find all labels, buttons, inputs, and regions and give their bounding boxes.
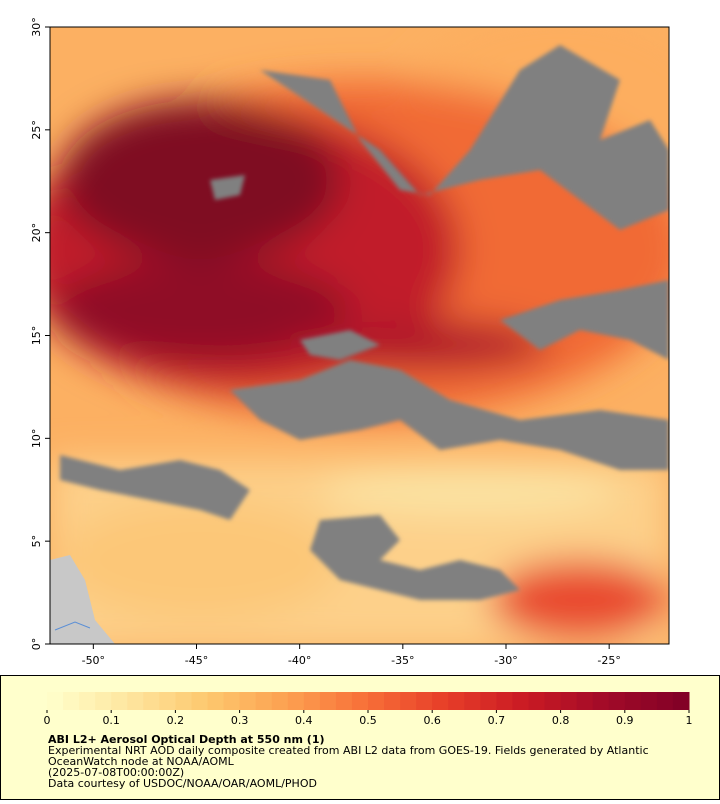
colorbar-swatch <box>191 692 208 710</box>
colorbar-swatch <box>608 692 626 710</box>
colorbar-swatch <box>416 692 433 710</box>
y-tick-label: 15° <box>30 326 43 346</box>
colorbar-tick-label: 0.9 <box>616 714 634 727</box>
colorbar-tick-label: 0.8 <box>552 714 570 727</box>
colorbar-tick-label: 0.7 <box>488 714 506 727</box>
legend-title: ABI L2+ Aerosol Optical Depth at 550 nm … <box>48 733 325 746</box>
colorbar-tick-label: 0.6 <box>423 714 441 727</box>
colorbar-swatch <box>319 692 337 710</box>
colorbar-swatch <box>640 692 658 710</box>
description-line: Experimental NRT AOD daily composite cre… <box>48 744 649 757</box>
colorbar-swatch <box>544 692 562 710</box>
colorbar-swatch <box>47 692 64 710</box>
colorbar-swatch <box>95 692 112 710</box>
colorbar-swatch <box>576 692 594 710</box>
colorbar-swatch <box>335 692 353 710</box>
time-stamp: (2025-07-08T00:00:00Z) <box>48 766 184 779</box>
x-tick-label: -35° <box>391 654 414 667</box>
y-tick-label: 20° <box>30 223 43 243</box>
colorbar-swatch <box>528 692 546 710</box>
colorbar-tick-label: 0.4 <box>295 714 313 727</box>
x-tick-label: -45° <box>185 654 208 667</box>
colorbar-swatch <box>175 692 192 710</box>
colorbar-swatch <box>127 692 144 710</box>
colorbar-tick-label: 0 <box>44 714 51 727</box>
colorbar-swatch <box>480 692 497 710</box>
colorbar-swatch <box>368 692 385 710</box>
colorbar-swatch <box>207 692 225 710</box>
colorbar-swatch <box>448 692 465 710</box>
colorbar-swatch <box>287 692 305 710</box>
colorbar-swatch <box>79 692 96 710</box>
map-image <box>50 27 669 644</box>
y-tick-label: 5° <box>30 535 43 548</box>
colorbar-swatch <box>432 692 449 710</box>
y-tick-label: 30° <box>30 17 43 37</box>
colorbar-swatch <box>255 692 273 710</box>
colorbar-swatch <box>496 692 513 710</box>
colorbar-swatch <box>672 692 690 710</box>
colorbar-tick-label: 0.2 <box>167 714 185 727</box>
colorbar-tick-label: 0.3 <box>231 714 249 727</box>
colorbar-swatch <box>271 692 289 710</box>
colorbar-swatch <box>143 692 160 710</box>
x-tick-label: -50° <box>82 654 105 667</box>
colorbar-swatch <box>464 692 481 710</box>
colorbar-swatch <box>560 692 578 710</box>
colorbar-swatch <box>624 692 642 710</box>
y-tick-label: 0° <box>30 638 43 651</box>
colorbar-swatch <box>159 692 176 710</box>
x-tick-label: -25° <box>597 654 620 667</box>
colorbar-swatch <box>223 692 241 710</box>
y-tick-label: 25° <box>30 120 43 140</box>
description-line: OceanWatch node at NOAA/AOML <box>48 755 235 768</box>
colorbar-swatch <box>512 692 529 710</box>
y-tick-label: 10° <box>30 429 43 449</box>
colorbar: 0 0.1 0.2 0.3 0.4 0.5 0.6 0.7 0.8 0.9 1 <box>44 692 693 727</box>
colorbar-swatch <box>111 692 128 710</box>
credit: Data courtesy of USDOC/NOAA/OAR/AOML/PHO… <box>48 777 317 790</box>
colorbar-swatch <box>351 692 369 710</box>
colorbar-tick-label: 0.1 <box>102 714 120 727</box>
colorbar-swatch <box>384 692 401 710</box>
colorbar-tick-label: 1 <box>686 714 693 727</box>
colorbar-tick-label: 0.5 <box>359 714 377 727</box>
colorbar-swatch <box>63 692 80 710</box>
land <box>50 555 115 644</box>
colorbar-swatch <box>656 692 674 710</box>
colorbar-swatch <box>400 692 417 710</box>
x-tick-label: -30° <box>494 654 517 667</box>
colorbar-swatch <box>239 692 257 710</box>
colorbar-swatch <box>592 692 610 710</box>
x-tick-label: -40° <box>288 654 311 667</box>
colorbar-swatch <box>303 692 321 710</box>
